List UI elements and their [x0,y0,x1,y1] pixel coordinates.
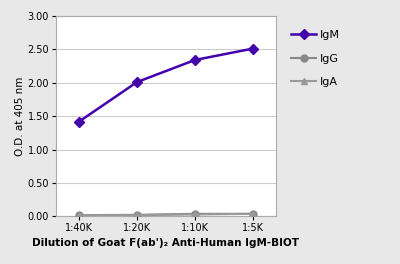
IgG [192,212,197,215]
IgA [77,214,82,217]
IgA [135,214,140,217]
IgM [77,120,82,123]
IgM [192,58,197,62]
IgG [250,212,255,215]
Line: IgA: IgA [76,210,256,219]
IgG [77,214,82,217]
IgA [192,213,197,216]
Line: IgG: IgG [76,210,256,219]
IgM [135,81,140,84]
X-axis label: Dilution of Goat F(ab')₂ Anti-Human IgM-BIOT: Dilution of Goat F(ab')₂ Anti-Human IgM-… [32,238,300,248]
Y-axis label: O.D. at 405 nm: O.D. at 405 nm [15,77,25,156]
IgM [250,47,255,50]
IgG [135,213,140,216]
Line: IgM: IgM [76,45,256,125]
Legend: IgM, IgG, IgA: IgM, IgG, IgA [287,26,345,91]
IgA [250,212,255,215]
